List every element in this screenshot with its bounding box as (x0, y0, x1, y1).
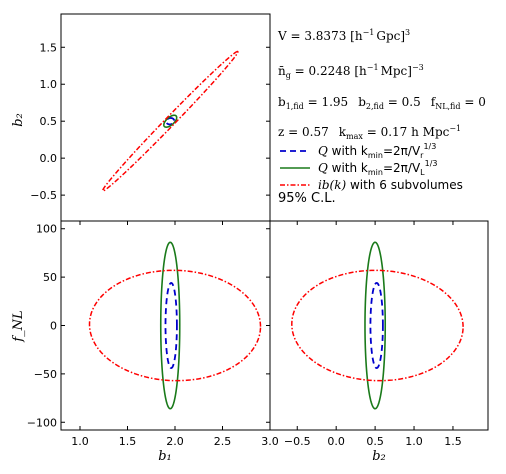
confidence-label: 95% C.L. (278, 191, 336, 206)
y-tick-label: 1.5 (40, 41, 58, 54)
legend-label: Q with kmin=2π/Vr1/3 (318, 142, 436, 160)
contour-solid (163, 114, 178, 128)
contour-dashdot (291, 269, 464, 382)
curve-group (88, 241, 262, 410)
y-tick-label: 100 (36, 223, 57, 236)
x-tick-label: 1.5 (444, 435, 462, 448)
legend: Q with kmin=2π/Vr1/3Q with kmin=2π/VL1/3… (280, 142, 463, 192)
ylabel: b₂ (11, 113, 26, 127)
x-tick-label: 2.5 (214, 435, 232, 448)
tick-group: −0.5 0.0 0.5 1.0 1.5 (284, 221, 462, 448)
x-tick-label: 1.0 (405, 435, 423, 448)
y-tick-label: −100 (27, 416, 57, 429)
xlabel: b₁ (158, 449, 172, 464)
contour-dashed (164, 282, 178, 369)
y-tick-label: 0.0 (40, 152, 58, 165)
y-tick-label: −50 (34, 368, 57, 381)
contour-dashdot (101, 50, 239, 192)
info-fiducials: b1,fid = 1.95 b2,fid = 0.5 fNL,fid = 0 (278, 95, 486, 111)
tick-group: −0.5 0.0 0.5 1.0 1.5 (30, 41, 270, 202)
contour-dashdot (88, 269, 262, 382)
y-tick-label: 50 (43, 271, 57, 284)
panel-frame (60, 13, 271, 222)
curve-group (101, 50, 239, 192)
ylabel: f_NL (11, 310, 26, 342)
legend-label: Q with kmin=2π/VL1/3 (318, 159, 438, 177)
x-tick-label: 1.0 (71, 435, 89, 448)
x-tick-label: 3.0 (261, 435, 279, 448)
contour-solid (364, 241, 387, 410)
parameter-info: V = 3.8373 [h−1 Gpc]3 n̄g = 0.2248 [h−1 Mp… (277, 28, 486, 141)
x-tick-label: 1.5 (119, 435, 137, 448)
contour-dashed (369, 282, 384, 369)
x-tick-label: 0.5 (366, 435, 384, 448)
info-density: n̄g = 0.2248 [h−1 Mpc]−3 (278, 63, 424, 80)
y-tick-label: 1.0 (40, 78, 58, 91)
y-tick-label: 0 (50, 320, 57, 333)
info-volume: V = 3.8373 [h−1 Gpc]3 (277, 28, 410, 43)
panel-b2-fnl: −0.5 0.0 0.5 1.0 1.5 b₂ (269, 220, 489, 464)
panel-frame (269, 220, 489, 431)
info-redshift: z = 0.57 kmax = 0.17 h Mpc−1 (278, 124, 461, 141)
y-tick-label: −0.5 (30, 189, 57, 202)
x-tick-label: 2.0 (166, 435, 184, 448)
y-tick-label: 0.5 (40, 115, 58, 128)
panel-b1-b2: −0.5 0.0 0.5 1.0 1.5 b₂ (11, 13, 271, 222)
tick-group: 1.0 1.5 2.0 2.5 3.0 −100 −50 0 50 100 (27, 221, 279, 448)
contour-solid (159, 241, 181, 410)
x-tick-label: −0.5 (284, 435, 311, 448)
x-tick-label: 0.0 (327, 435, 345, 448)
xlabel: b₂ (372, 449, 386, 464)
curve-group (291, 241, 464, 410)
legend-label: ib(k) with 6 subvolumes (318, 178, 463, 192)
panel-b1-fnl: 1.0 1.5 2.0 2.5 3.0 −100 −50 0 50 100 b₁ f_NL (11, 220, 279, 464)
